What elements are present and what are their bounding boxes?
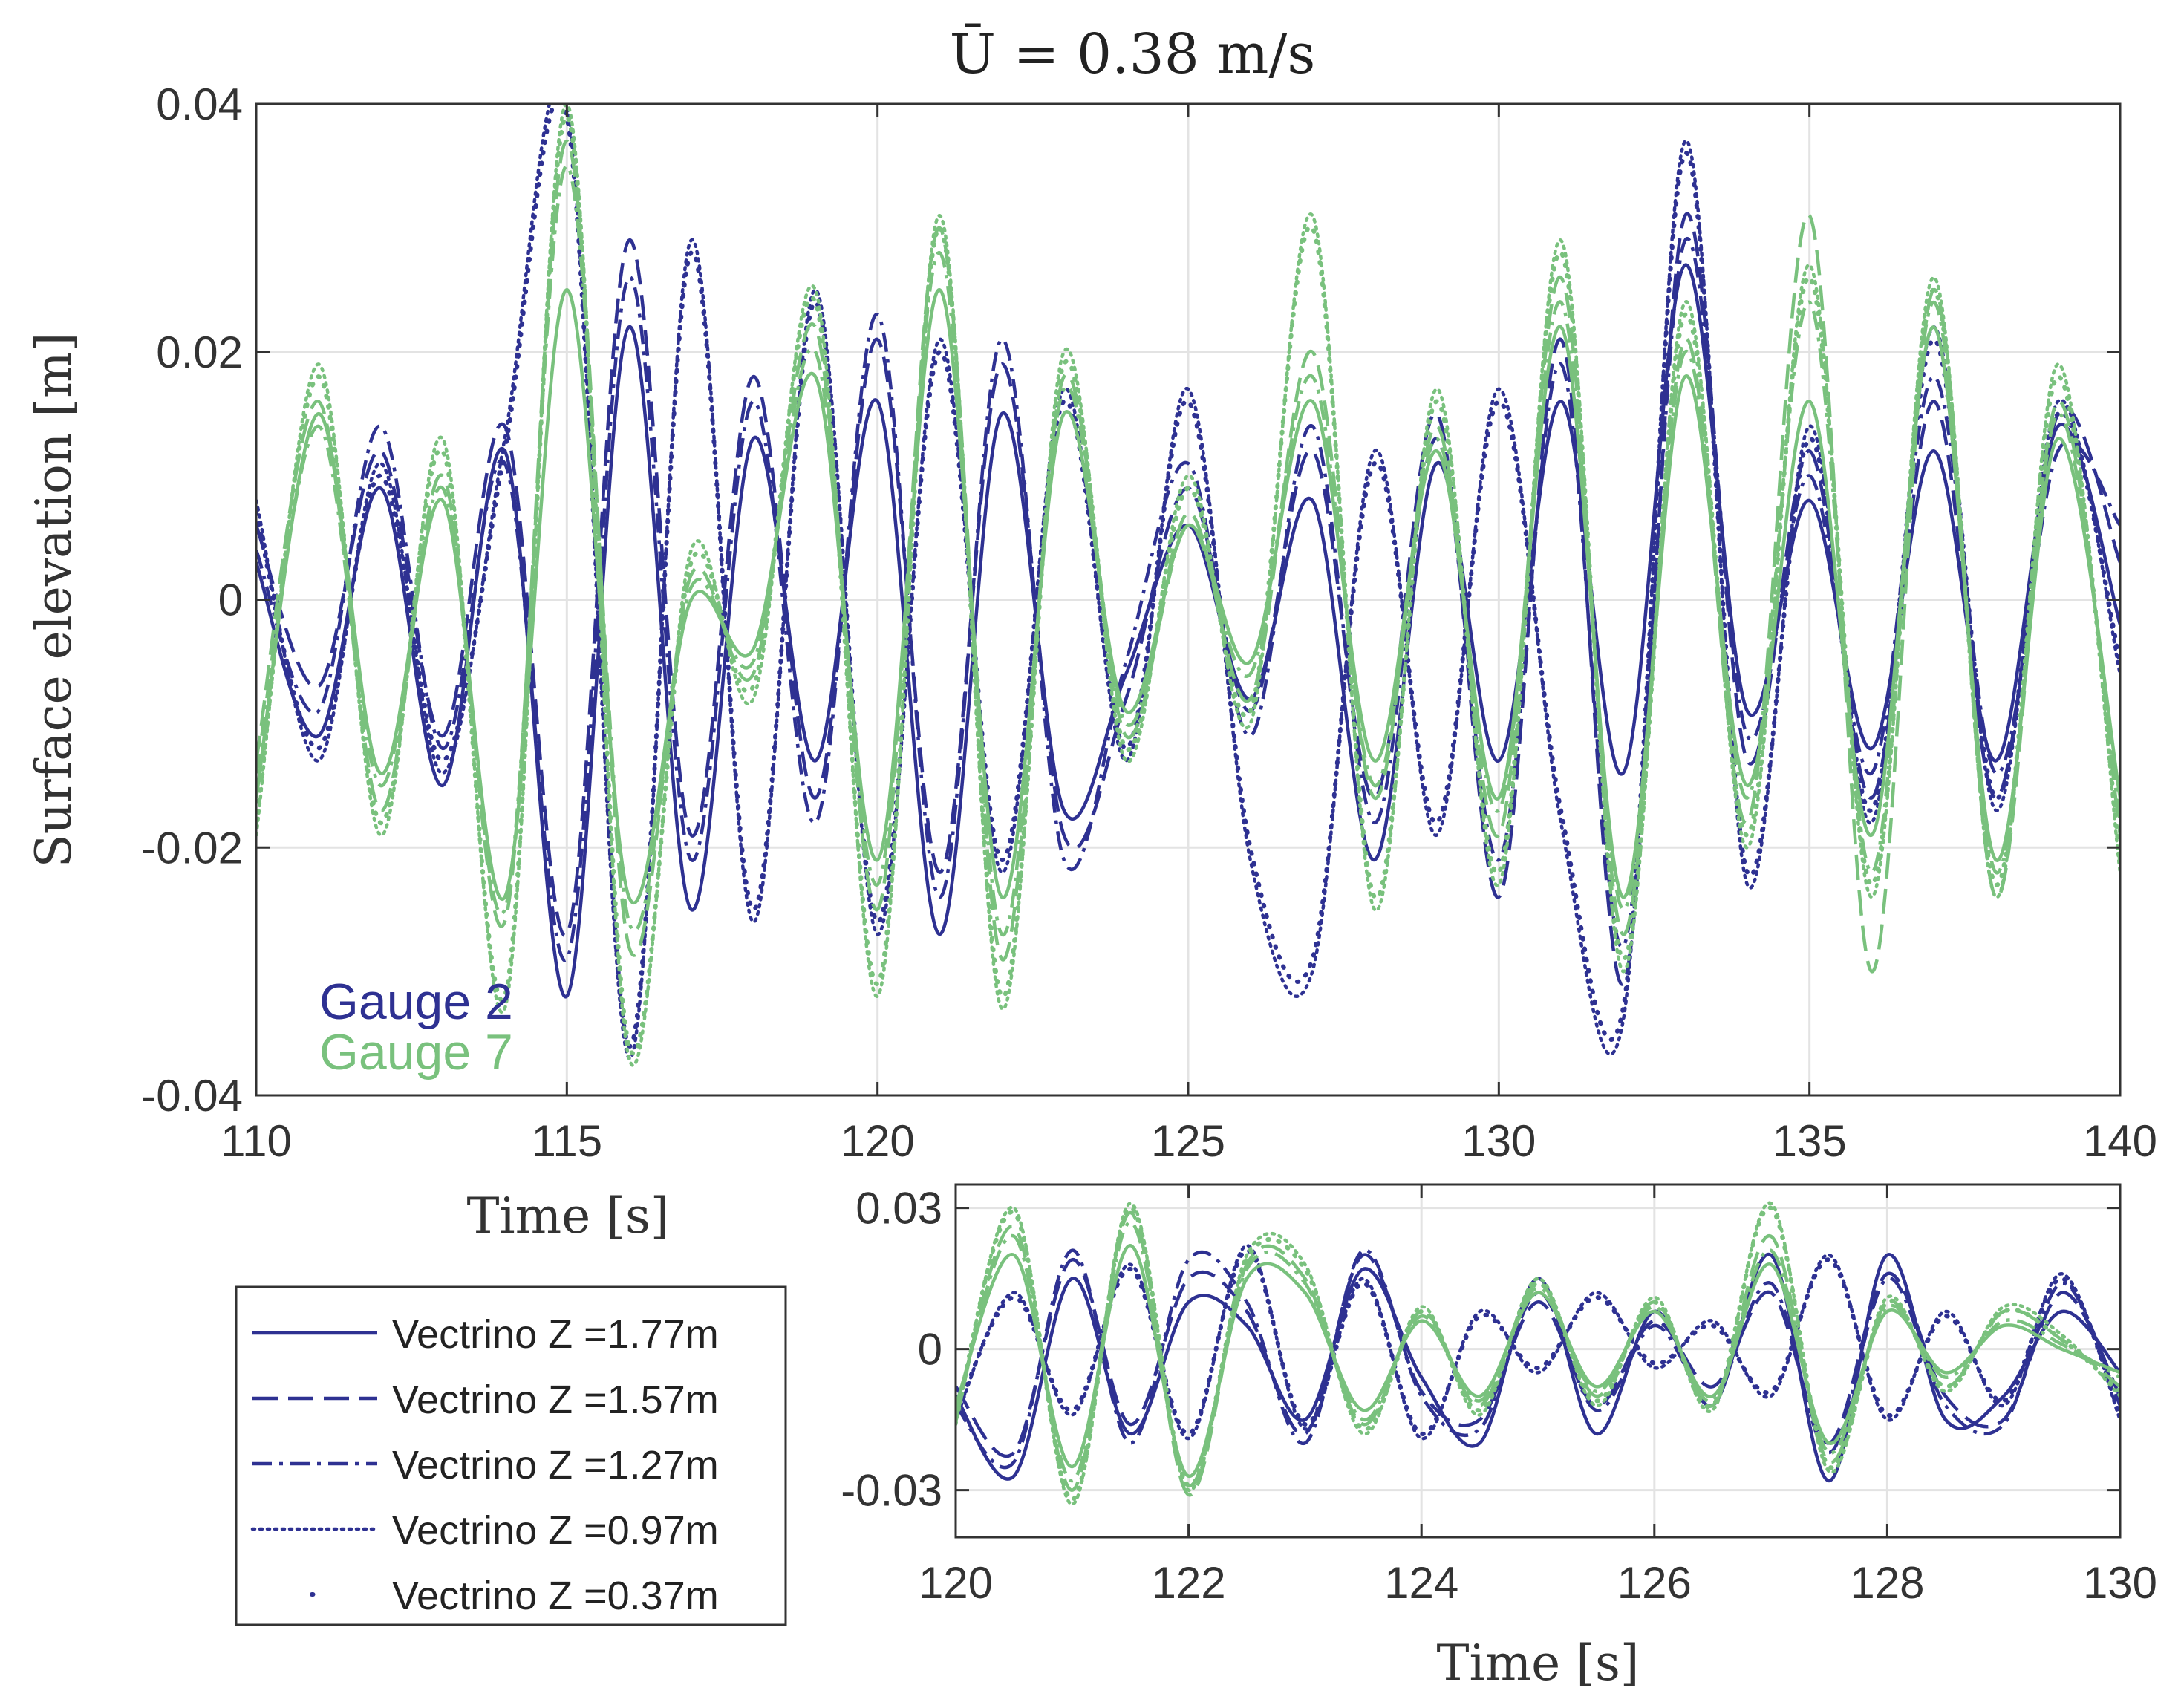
- main-x-ticks: 110 115 120 125 130 135 140: [221, 104, 2157, 1166]
- legend-label-vectrino-z-1-27m: Vectrino Z =1.27m: [392, 1443, 719, 1487]
- main-y-ticks: 0.04 0.02 0 -0.02 -0.04: [141, 79, 2120, 1121]
- legend-box: [235, 1285, 787, 1626]
- legend-label-vectrino-z-1-57m: Vectrino Z =1.57m: [392, 1378, 719, 1422]
- inset-series-gauge-7-vectrino-z-1-27m: [956, 1220, 2120, 1487]
- legend: Vectrino Z =1.77m Vectrino Z =1.57m Vectri…: [235, 1285, 787, 1626]
- main-x-axis-label: Time [s]: [466, 1187, 669, 1245]
- inset-x-tick-label-130: 130: [2083, 1558, 2157, 1608]
- main-title: Ū = 0.38 m/s: [950, 22, 1316, 86]
- inset-series-gauge-7-vectrino-z-1-57m: [956, 1210, 2120, 1497]
- inset-series-gauge-7-vectrino-z-0-97m: [956, 1202, 2120, 1506]
- inset-x-axis-label: Time [s]: [1436, 1634, 1639, 1692]
- legend-label-vectrino-z-1-77m: Vectrino Z =1.77m: [392, 1312, 719, 1357]
- main-chart: Ū = 0.38 m/s 110 115 120 125 130 135 140 0.040…: [25, 22, 2157, 1245]
- main-series-gauge-7-vectrino-z-1-77m: [256, 288, 2120, 905]
- main-series-gauge-2-vectrino-z-0-37m: [256, 104, 2120, 1049]
- inset-x-tick-label-122: 122: [1152, 1558, 1226, 1608]
- inset-y-tick-label-0-03: -0.03: [841, 1466, 942, 1516]
- annotation-gauge-2: Gauge 2: [319, 974, 513, 1030]
- main-y-tick-label-0-02: -0.02: [141, 823, 243, 873]
- main-series-gauge-7-vectrino-z-1-57m: [256, 139, 2120, 974]
- inset-series-gauge-2-vectrino-z-1-57m: [956, 1253, 2120, 1458]
- inset-plot-frame: [954, 1183, 2122, 1539]
- inset-x-tick-label-124: 124: [1384, 1558, 1458, 1608]
- inset-chart: 120 122 124 126 128 130 0.03 0 -0.03 Time [s]: [841, 1183, 2157, 1692]
- inset-gridlines: [954, 1184, 2122, 1537]
- legend-label-vectrino-z-0-97m: Vectrino Z =0.97m: [392, 1508, 719, 1553]
- inset-y-tick-label-0-03: 0.03: [855, 1184, 942, 1233]
- main-y-tick-label-0: 0: [218, 576, 243, 625]
- inset-series-gauge-7-vectrino-z-0-37m: [956, 1205, 2120, 1502]
- inset-x-tick-label-128: 128: [1850, 1558, 1924, 1608]
- main-x-tick-label-110: 110: [221, 1116, 292, 1166]
- legend-items: Vectrino Z =1.77m Vectrino Z =1.57m Vectri…: [250, 1312, 719, 1618]
- legend-label-vectrino-z-0-37m: Vectrino Z =0.37m: [392, 1574, 719, 1618]
- main-y-tick-label-0-04: -0.04: [141, 1071, 243, 1121]
- inset-series-gauge-2-vectrino-z-0-97m: [956, 1244, 2120, 1441]
- main-y-tick-label-0-02: 0.02: [156, 327, 243, 377]
- main-y-tick-label-0-04: 0.04: [156, 79, 243, 129]
- inset-y-ticks: 0.03 0 -0.03: [841, 1184, 2120, 1516]
- main-series-gauge-7-vectrino-z-0-37m: [256, 114, 2120, 1056]
- annotation-gauge-7: Gauge 7: [319, 1024, 513, 1080]
- main-x-tick-label-125: 125: [1151, 1116, 1225, 1166]
- main-x-tick-label-115: 115: [532, 1116, 603, 1166]
- main-x-tick-label-140: 140: [2083, 1116, 2157, 1166]
- main-x-tick-label-120: 120: [841, 1116, 915, 1166]
- main-series-gauge-2-vectrino-z-1-27m: [256, 236, 2120, 962]
- main-x-tick-label-135: 135: [1773, 1116, 1847, 1166]
- main-x-tick-label-130: 130: [1461, 1116, 1536, 1166]
- main-series-group: [256, 104, 2120, 1067]
- main-y-axis-label: Surface elevation [m]: [25, 333, 82, 868]
- inset-x-tick-label-126: 126: [1617, 1558, 1692, 1608]
- inset-x-tick-label-120: 120: [919, 1558, 993, 1608]
- inset-series-group: [956, 1202, 2120, 1506]
- inset-x-ticks: 120 122 124 126 128 130: [919, 1184, 2157, 1608]
- inset-y-tick-label-0: 0: [918, 1325, 942, 1375]
- main-series-gauge-2-vectrino-z-1-57m: [256, 212, 2120, 986]
